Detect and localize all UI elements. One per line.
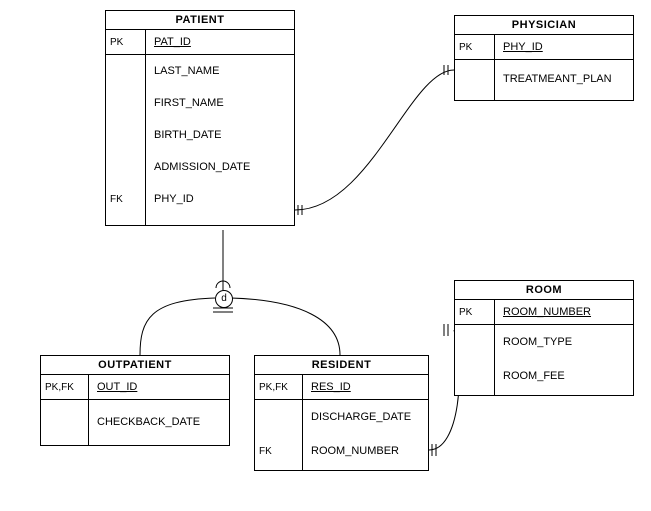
attr-cell: ROOM_FEE (495, 370, 565, 382)
entity-resident: RESIDENT PK,FK FK RES_ID DISCHARGE_DATE … (254, 355, 429, 471)
attr-cell: ADMISSION_DATE (146, 161, 250, 173)
attr-cell: PAT_ID (146, 36, 191, 48)
specialization-d-icon: d (215, 290, 233, 308)
attr-cell: DISCHARGE_DATE (303, 411, 411, 423)
entity-patient: PATIENT PK FK PAT_ID LAST_NAME FIRST_NAM… (105, 10, 295, 226)
key-cell: PK,FK (41, 382, 88, 393)
er-canvas: PATIENT PK FK PAT_ID LAST_NAME FIRST_NAM… (0, 0, 651, 511)
entity-title: ROOM (455, 281, 633, 300)
attr-cell: ROOM_NUMBER (303, 445, 399, 457)
key-cell: PK (455, 307, 494, 318)
key-cell: FK (106, 194, 145, 205)
attr-cell: ROOM_NUMBER (495, 306, 591, 318)
entity-outpatient: OUTPATIENT PK,FK OUT_ID CHECKBACK_DATE (40, 355, 230, 446)
attr-cell: FIRST_NAME (146, 97, 224, 109)
attr-cell: PHY_ID (495, 41, 543, 53)
key-cell: PK (106, 37, 145, 48)
attr-cell: LAST_NAME (146, 65, 219, 77)
key-cell: PK (455, 42, 494, 53)
entity-title: RESIDENT (255, 356, 428, 375)
attr-cell: PHY_ID (146, 193, 194, 205)
entity-physician: PHYSICIAN PK PHY_ID TREATMEANT_PLAN (454, 15, 634, 101)
entity-title: OUTPATIENT (41, 356, 229, 375)
attr-cell: TREATMEANT_PLAN (495, 73, 612, 85)
attr-cell: ROOM_TYPE (495, 336, 572, 348)
attr-cell: CHECKBACK_DATE (89, 416, 200, 428)
attr-cell: BIRTH_DATE (146, 129, 221, 141)
entity-title: PATIENT (106, 11, 294, 30)
key-cell: PK,FK (255, 382, 302, 393)
entity-room: ROOM PK ROOM_NUMBER ROOM_TYPE ROOM_FEE (454, 280, 634, 396)
entity-title: PHYSICIAN (455, 16, 633, 35)
attr-cell: OUT_ID (89, 381, 137, 393)
key-cell: FK (255, 446, 302, 457)
attr-cell: RES_ID (303, 381, 351, 393)
